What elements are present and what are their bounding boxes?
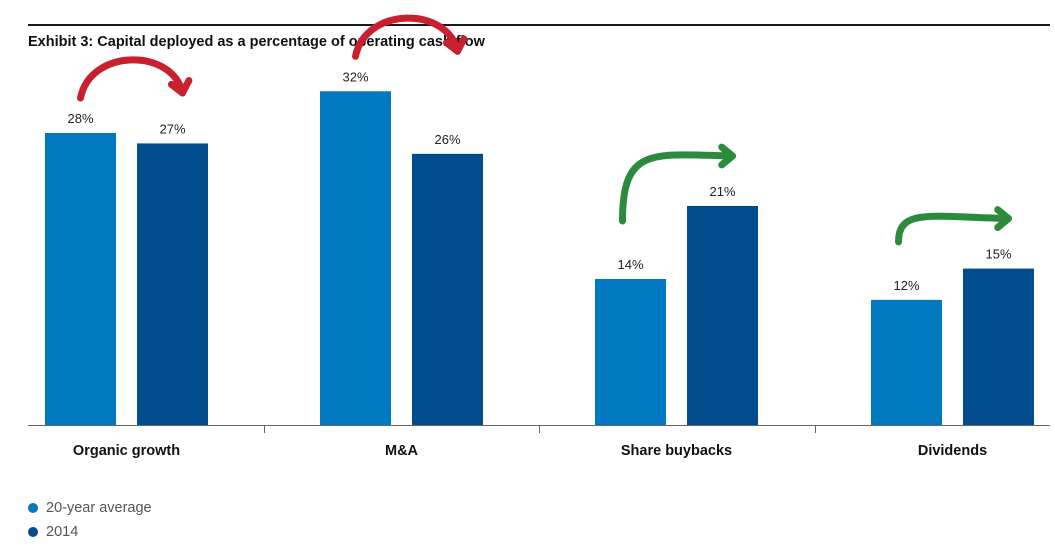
category-label: Dividends [918,443,987,459]
bar [412,153,483,425]
data-label: 26% [434,132,460,147]
bar [871,299,942,425]
bar [963,268,1034,425]
trend-arrow-up [619,143,736,225]
category-label: M&A [385,443,419,459]
trend-arrow-down [352,14,468,60]
chart-title: Exhibit 3: Capital deployed as a percent… [28,34,485,50]
data-label: 32% [342,69,368,84]
legend-swatch-0 [28,503,38,513]
legend-label-0: 20-year average [46,500,152,516]
legend-item-0: 20-year average [28,496,152,520]
category-label: Organic growth [73,443,180,459]
bar [687,206,758,425]
bar [137,143,208,425]
data-label: 28% [67,111,93,126]
bar [595,279,666,425]
bar [320,91,391,426]
trend-arrow-down [77,56,193,102]
data-label: 15% [985,247,1011,262]
category-label: Share buybacks [621,443,732,459]
data-label: 12% [893,278,919,293]
legend-label-1: 2014 [46,524,79,540]
top-rule [28,24,1050,26]
bar [45,133,116,425]
data-label: 21% [709,184,735,199]
legend-swatch-1 [28,527,38,537]
trend-arrow-up [895,206,1012,246]
data-label: 27% [159,121,185,136]
legend: 20-year average 2014 [28,496,152,544]
legend-item-1: 2014 [28,520,152,544]
data-label: 14% [617,257,643,272]
